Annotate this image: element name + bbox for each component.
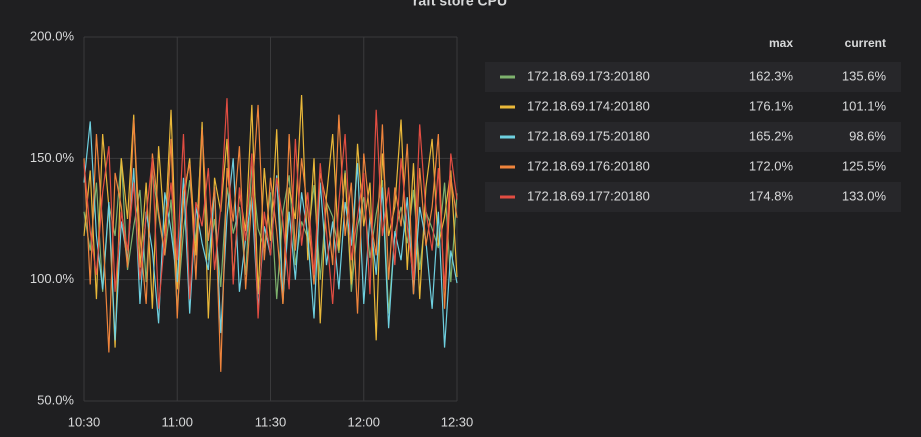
- y-tick-label: 100.0%: [30, 271, 75, 286]
- legend-name: 172.18.69.176:20180: [527, 158, 650, 173]
- series-line: [83, 98, 458, 319]
- legend-value: 135.6%: [842, 68, 887, 83]
- legend-value: 162.3%: [749, 68, 794, 83]
- legend-value: 176.1%: [749, 98, 794, 113]
- legend-name: 172.18.69.174:20180: [527, 98, 650, 113]
- legend-value: 98.6%: [849, 128, 886, 143]
- series-line: [83, 94, 458, 348]
- legend-row-bg: [485, 122, 901, 152]
- legend-row-bg: [485, 182, 901, 212]
- legend-value: 101.1%: [842, 98, 887, 113]
- x-tick-label: 11:00: [161, 414, 193, 429]
- panel-title: raft store CPU: [413, 0, 507, 9]
- y-tick-label: 200.0%: [30, 28, 75, 43]
- x-tick-label: 11:30: [255, 414, 287, 429]
- legend-value: 133.0%: [842, 188, 887, 203]
- legend-name: 172.18.69.175:20180: [527, 128, 650, 143]
- legend-name: 172.18.69.173:20180: [527, 68, 650, 83]
- legend-row-bg: [485, 62, 901, 92]
- legend-value: 172.0%: [749, 158, 794, 173]
- series-line: [83, 104, 458, 372]
- x-tick-label: 12:30: [441, 414, 474, 429]
- legend-value: 125.5%: [842, 158, 887, 173]
- legend-header: max: [769, 36, 793, 50]
- legend-value: 165.2%: [749, 128, 794, 143]
- y-tick-label: 150.0%: [30, 150, 75, 165]
- y-tick-label: 50.0%: [37, 392, 74, 407]
- x-tick-label: 10:30: [68, 414, 101, 429]
- x-tick-label: 12:00: [347, 414, 380, 429]
- legend-name: 172.18.69.177:20180: [527, 188, 650, 203]
- legend-value: 174.8%: [749, 188, 794, 203]
- legend-header: current: [845, 36, 886, 50]
